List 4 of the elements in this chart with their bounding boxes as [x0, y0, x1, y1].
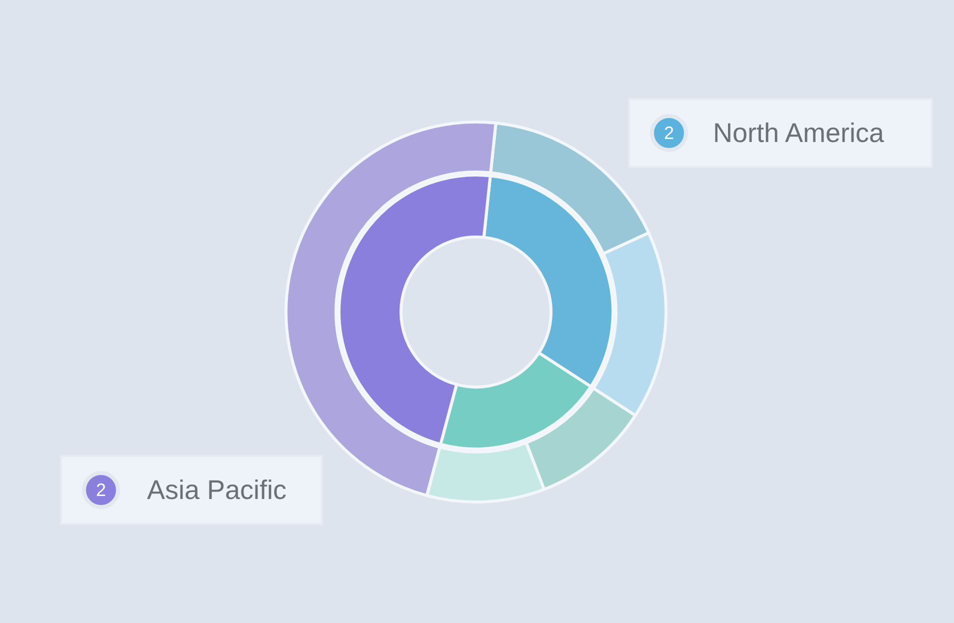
text: 2 — [664, 123, 674, 143]
text: Asia Pacific — [147, 475, 287, 505]
text: North America — [713, 118, 886, 148]
text: 2 — [96, 480, 106, 500]
